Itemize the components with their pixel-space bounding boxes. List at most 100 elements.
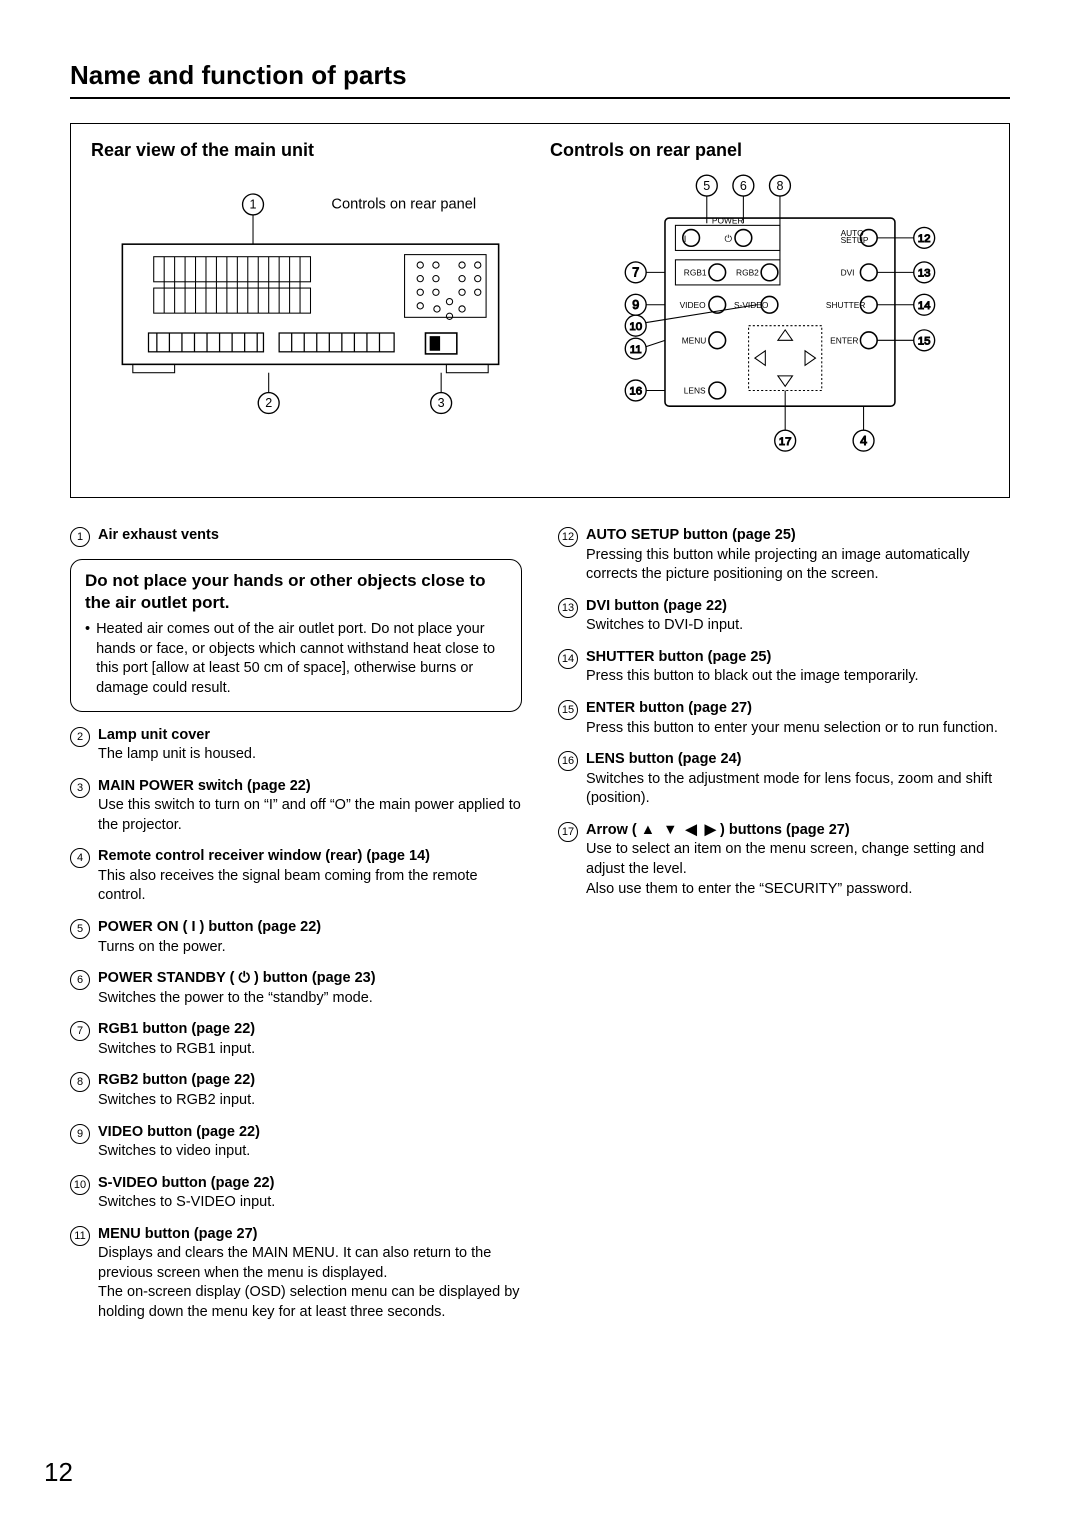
item-number-icon: 16	[558, 751, 578, 771]
item-title: ENTER button (page 27)	[586, 700, 752, 716]
description-item: 6 POWER STANDBY ( ⏻ ) button (page 23)Swi…	[70, 969, 522, 1008]
item-title: Arrow ( ▲ ▼ ◀ ▶ ) buttons (page 27)	[586, 822, 850, 838]
item-body: AUTO SETUP button (page 25)Pressing this…	[586, 526, 1010, 585]
description-item: 17 Arrow ( ▲ ▼ ◀ ▶ ) buttons (page 27) Use…	[558, 821, 1010, 899]
warning-text: Heated air comes out of the air outlet p…	[96, 620, 507, 698]
page-title: Name and function of parts	[70, 60, 1010, 99]
item-title: POWER STANDBY ( ⏻ ) button (page 23)	[98, 970, 376, 986]
svg-text:13: 13	[918, 268, 931, 280]
description-item: 16 LENS button (page 24) Switches to the a…	[558, 750, 1010, 809]
item-number-icon: 8	[70, 1072, 90, 1092]
svg-text:⏻: ⏻	[725, 233, 732, 244]
item-desc: Switches to RGB1 input.	[98, 1040, 522, 1060]
item-body: LENS button (page 24) Switches to the adj…	[586, 750, 1010, 809]
diagram-frame: Rear view of the main unit 1 Controls on…	[70, 123, 1010, 498]
description-item: 12 AUTO SETUP button (page 25)Pressing th…	[558, 526, 1010, 585]
item-title: VIDEO button (page 22)	[98, 1124, 260, 1140]
item-title: MENU button (page 27)	[98, 1226, 258, 1242]
item-body: VIDEO button (page 22) Switches to video …	[98, 1123, 522, 1162]
item-body: MENU button (page 27) Displays and clears…	[98, 1225, 522, 1323]
description-item: 4Remote control receiver window (rear) (…	[70, 847, 522, 906]
item-body: SHUTTER button (page 25)Press this butto…	[586, 648, 1010, 687]
item-body: S-VIDEO button (page 22)Switches to S-VI…	[98, 1174, 522, 1213]
item-title: DVI button (page 22)	[586, 598, 727, 614]
item-desc: Use to select an item on the menu screen…	[586, 840, 1010, 899]
item-body: Air exhaust vents	[98, 526, 522, 546]
item-desc: Switches to S-VIDEO input.	[98, 1193, 522, 1213]
item-body: POWER STANDBY ( ⏻ ) button (page 23)Swit…	[98, 969, 522, 1008]
controls-callout-label: Controls on rear panel	[331, 197, 476, 213]
item-desc: The lamp unit is housed.	[98, 745, 522, 765]
callout-2: 2	[265, 396, 272, 410]
item-title: Lamp unit cover	[98, 727, 210, 743]
item-number-icon: 9	[70, 1124, 90, 1144]
item-number-icon: 12	[558, 527, 578, 547]
svg-text:POWER: POWER	[712, 215, 744, 225]
svg-text:RGB1: RGB1	[684, 268, 707, 278]
svg-text:4: 4	[860, 434, 867, 448]
item-body: RGB2 button (page 22) Switches to RGB2 in…	[98, 1071, 522, 1110]
svg-text:9: 9	[632, 298, 639, 312]
description-item: 7RGB1 button (page 22)Switches to RGB1 i…	[70, 1020, 522, 1059]
item-body: POWER ON ( I ) button (page 22)Turns on …	[98, 918, 522, 957]
item-title: RGB2 button (page 22)	[98, 1072, 255, 1088]
item-number-icon: 17	[558, 822, 578, 842]
item-number-icon: 2	[70, 727, 90, 747]
controls-panel-svg: 5 6 8 POWER I ⏻	[550, 171, 989, 479]
item-number-icon: 6	[70, 970, 90, 990]
item-number-icon: 1	[70, 527, 90, 547]
svg-text:MENU: MENU	[682, 335, 707, 345]
item-title: Air exhaust vents	[98, 527, 219, 543]
description-item: 13 DVI button (page 22)Switches to DVI-D …	[558, 597, 1010, 636]
item-number-icon: 3	[70, 778, 90, 798]
item-title: MAIN POWER switch (page 22)	[98, 778, 311, 794]
warning-bullet: •Heated air comes out of the air outlet …	[85, 620, 507, 698]
item-body: Arrow ( ▲ ▼ ◀ ▶ ) buttons (page 27) Use t…	[586, 821, 1010, 899]
item-desc: Turns on the power.	[98, 938, 522, 958]
item-desc: Press this button to enter your menu sel…	[586, 719, 1010, 739]
description-item: 1 Air exhaust vents	[70, 526, 522, 547]
item-body: Remote control receiver window (rear) (p…	[98, 847, 522, 906]
svg-text:ENTER: ENTER	[830, 335, 858, 345]
svg-text:I: I	[684, 233, 687, 244]
svg-text:RGB2: RGB2	[736, 268, 759, 278]
description-item: 15ENTER button (page 27)Press this butto…	[558, 699, 1010, 738]
page-number: 12	[44, 1457, 73, 1488]
svg-text:SETUP: SETUP	[841, 235, 869, 245]
rear-view-heading: Rear view of the main unit	[91, 140, 530, 161]
controls-panel-column: Controls on rear panel 5 6 8	[550, 140, 989, 479]
right-description-column: 12 AUTO SETUP button (page 25)Pressing th…	[558, 526, 1010, 1335]
description-item: 9 VIDEO button (page 22) Switches to video…	[70, 1123, 522, 1162]
svg-text:17: 17	[779, 436, 792, 448]
description-item: 8 RGB2 button (page 22) Switches to RGB2 i…	[70, 1071, 522, 1110]
description-item: 5POWER ON ( I ) button (page 22)Turns on…	[70, 918, 522, 957]
item-desc: Switches to RGB2 input.	[98, 1091, 522, 1111]
item-body: Lamp unit cover The lamp unit is housed.	[98, 726, 522, 765]
svg-text:6: 6	[740, 179, 747, 193]
left-description-column: 1 Air exhaust vents Do not place your hand…	[70, 526, 522, 1335]
svg-text:8: 8	[776, 179, 783, 193]
warning-box: Do not place your hands or other objects…	[70, 559, 522, 711]
item-number-icon: 13	[558, 598, 578, 618]
callout-3: 3	[438, 396, 445, 410]
item-number-icon: 10	[70, 1175, 90, 1195]
svg-text:11: 11	[630, 344, 642, 356]
item-title: RGB1 button (page 22)	[98, 1021, 255, 1037]
item-desc: Switches to the adjustment mode for lens…	[586, 770, 1010, 809]
item-number-icon: 14	[558, 649, 578, 669]
item-desc: Switches to video input.	[98, 1142, 522, 1162]
item-body: DVI button (page 22)Switches to DVI-D in…	[586, 597, 1010, 636]
rear-view-column: Rear view of the main unit 1 Controls on…	[91, 140, 530, 479]
svg-text:LENS: LENS	[684, 386, 706, 396]
svg-text:7: 7	[632, 266, 639, 280]
svg-text:5: 5	[703, 179, 710, 193]
item-body: ENTER button (page 27) Press this button …	[586, 699, 1010, 738]
item-desc: Displays and clears the MAIN MENU. It ca…	[98, 1244, 522, 1322]
svg-text:15: 15	[918, 336, 931, 348]
svg-text:S-VIDEO: S-VIDEO	[734, 300, 769, 310]
item-title: LENS button (page 24)	[586, 751, 741, 767]
item-body: MAIN POWER switch (page 22)Use this swit…	[98, 777, 522, 836]
item-title: AUTO SETUP button (page 25)	[586, 527, 796, 543]
warning-heading: Do not place your hands or other objects…	[85, 570, 507, 614]
description-item: 2 Lamp unit cover The lamp unit is housed.	[70, 726, 522, 765]
